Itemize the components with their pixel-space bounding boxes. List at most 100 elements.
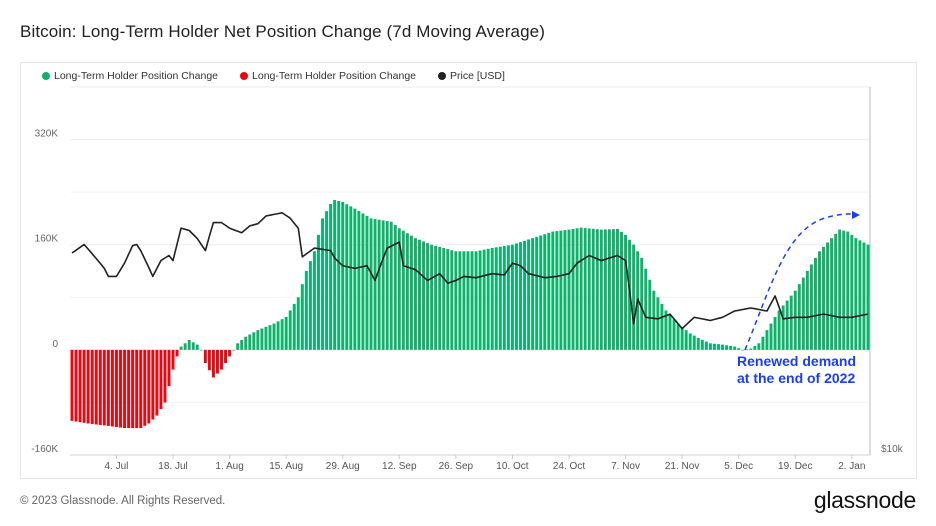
bar-positive <box>676 323 680 350</box>
legend-dot-positive <box>42 72 50 80</box>
bar-positive <box>688 333 692 350</box>
legend-label: Long-Term Holder Position Change <box>252 70 417 82</box>
bar-positive <box>696 337 700 350</box>
bar-positive <box>450 250 454 350</box>
bar-negative <box>110 349 114 427</box>
bar-negative <box>82 349 86 423</box>
bar-positive <box>624 234 628 350</box>
bar-positive <box>494 247 498 350</box>
x-tick-label: 5. Dec <box>724 461 753 472</box>
bar-positive <box>240 340 244 350</box>
bar-positive <box>656 297 660 350</box>
bar-positive <box>805 271 809 350</box>
bar-negative <box>131 349 135 429</box>
bar-negative <box>123 349 127 429</box>
legend-label: Price [USD] <box>450 70 505 82</box>
x-tick-label: 12. Sep <box>382 461 417 472</box>
legend: Long-Term Holder Position Change Long-Te… <box>42 70 505 82</box>
bar-positive <box>700 340 704 350</box>
x-tick-label: 21. Nov <box>665 461 699 472</box>
bar-positive <box>264 326 268 350</box>
chart-title: Bitcoin: Long-Term Holder Net Position C… <box>20 22 545 41</box>
bar-positive <box>583 228 587 350</box>
bar-positive <box>329 203 333 350</box>
bar-positive <box>232 349 236 351</box>
bar-positive <box>187 340 191 350</box>
bar-positive <box>401 230 405 350</box>
bar-positive <box>765 330 769 350</box>
bar-positive <box>357 211 361 350</box>
bar-negative <box>102 349 106 426</box>
bar-positive <box>785 300 789 350</box>
bar-positive <box>349 206 353 350</box>
bar-positive <box>818 251 821 350</box>
bar-positive <box>603 229 607 350</box>
bar-positive <box>826 242 830 350</box>
bar-positive <box>729 345 733 350</box>
bar-positive <box>199 349 203 351</box>
x-axis: 4. Jul 18. Jul 1. Aug 15. Aug 29. Aug 12. Sep… <box>105 455 865 472</box>
bar-negative <box>135 349 139 429</box>
bar-positive <box>555 231 559 350</box>
bar-negative <box>224 349 228 363</box>
annotation-text: Renewed demand at the end of 2022 <box>737 353 856 387</box>
bar-positive <box>781 305 785 350</box>
legend-item-price[interactable]: Price [USD] <box>438 70 505 82</box>
bar-positive <box>749 348 753 350</box>
bar-positive <box>426 243 430 350</box>
bar-positive <box>866 244 870 350</box>
bar-positive <box>292 303 296 350</box>
y-tick-label: 320K <box>35 129 59 140</box>
bar-positive <box>652 290 656 350</box>
bar-positive <box>846 231 850 350</box>
bar-negative <box>167 349 171 386</box>
bar-positive <box>304 271 308 350</box>
bar-positive <box>446 249 450 350</box>
bar-positive <box>567 229 571 350</box>
bar-positive <box>317 234 320 350</box>
bar-negative <box>74 349 78 422</box>
bar-positive <box>248 334 252 350</box>
bar-positive <box>757 343 761 350</box>
bar-positive <box>842 230 846 350</box>
price-line <box>71 212 869 330</box>
y-tick-label: -160K <box>31 444 58 455</box>
bar-positive <box>244 336 248 350</box>
bar-positive <box>482 249 486 350</box>
bar-positive <box>280 319 284 350</box>
bar-positive <box>822 246 826 350</box>
legend-item-positive[interactable]: Long-Term Holder Position Change <box>42 70 218 82</box>
bar-positive <box>466 251 470 350</box>
bar-positive <box>260 328 264 350</box>
bar-positive <box>607 229 611 350</box>
x-tick-label: 24. Oct <box>553 461 585 472</box>
bar-positive <box>793 290 797 350</box>
bar-positive <box>575 228 579 350</box>
bar-negative <box>216 349 219 374</box>
bar-positive <box>397 228 401 350</box>
bar-positive <box>733 346 737 350</box>
bar-positive <box>801 277 805 350</box>
bar-positive <box>543 234 547 350</box>
bar-positive <box>531 238 535 350</box>
bar-positive <box>442 248 446 350</box>
bar-positive <box>830 238 834 350</box>
bar-positive <box>514 243 518 350</box>
bar-positive <box>620 231 623 350</box>
y-axis-left: 320K 160K 0 -160K <box>31 129 58 455</box>
bar-negative <box>147 349 151 424</box>
bar-positive <box>462 251 466 350</box>
x-tick-label: 2. Jan <box>838 461 865 472</box>
annotation-line-2: at the end of 2022 <box>737 370 856 386</box>
bar-positive <box>599 229 603 350</box>
bar-positive <box>179 346 183 350</box>
bar-negative <box>207 349 211 371</box>
bar-positive <box>789 295 793 350</box>
bar-positive <box>191 342 195 350</box>
bar-positive <box>632 244 636 350</box>
glassnode-logo: glassnode <box>813 487 916 513</box>
bar-positive <box>591 228 595 350</box>
bar-positive <box>506 245 510 350</box>
bars <box>70 200 870 429</box>
legend-item-negative[interactable]: Long-Term Holder Position Change <box>240 70 416 82</box>
